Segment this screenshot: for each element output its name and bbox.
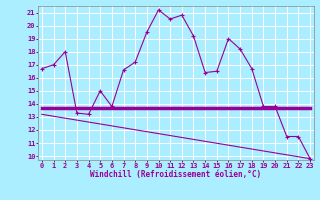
X-axis label: Windchill (Refroidissement éolien,°C): Windchill (Refroidissement éolien,°C) xyxy=(91,170,261,179)
